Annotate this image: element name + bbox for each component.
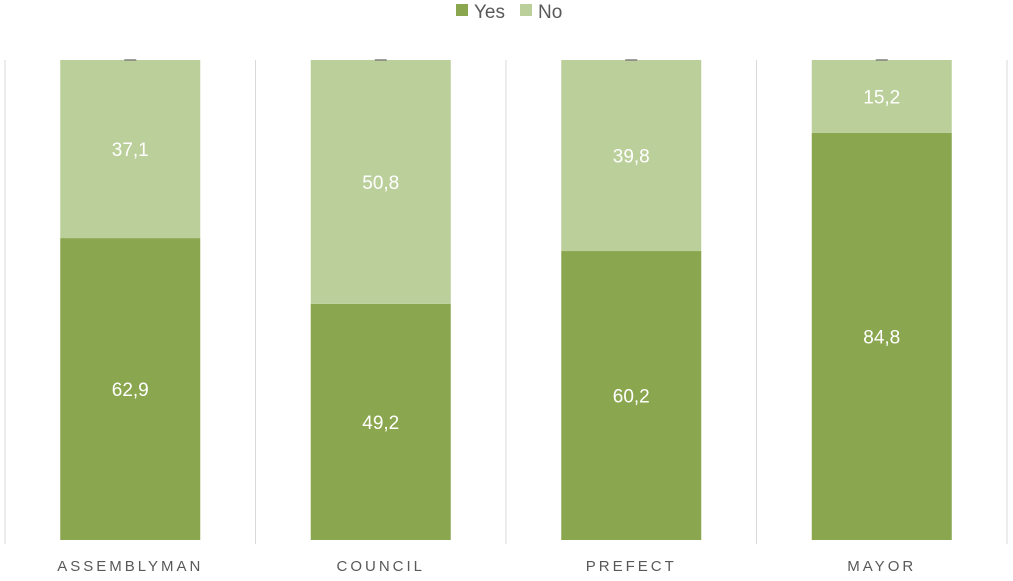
legend-label-yes: Yes (474, 2, 505, 23)
data-label-mayor-yes: 84,8 (863, 327, 900, 348)
legend-label-no: No (538, 2, 562, 23)
bar-assemblyman-yes (60, 238, 201, 540)
data-label-council-yes: 49,2 (362, 413, 399, 434)
bar-council-no (310, 60, 451, 304)
bar-assemblyman-no (60, 60, 201, 239)
legend-swatch-yes (456, 4, 468, 16)
bar-mayor-yes (811, 132, 952, 540)
data-label-prefect-yes: 60,2 (613, 387, 650, 408)
x-tick-label-mayor: MAYOR (847, 558, 916, 575)
x-tick-label-council: COUNCIL (336, 558, 425, 575)
data-label-assemblyman-yes: 62,9 (112, 380, 149, 401)
data-label-prefect-no: 39,8 (613, 147, 650, 168)
bar-mayor-no (811, 60, 952, 133)
x-tick-label-prefect: PREFECT (586, 558, 677, 575)
legend-swatch-no (520, 4, 532, 16)
data-label-assemblyman-no: 37,1 (112, 140, 149, 161)
bar-prefect-yes (561, 251, 702, 541)
bar-prefect-no (561, 60, 702, 252)
bar-council-yes (310, 303, 451, 540)
legend: Yes No (456, 2, 562, 23)
x-tick-label-assemblyman: ASSEMBLYMAN (57, 558, 203, 575)
bars: 62,9 37,1 49,2 50,8 60,2 39,8 84,8 15,2 (60, 59, 952, 541)
category-separators (4, 60, 1008, 544)
data-label-council-no: 50,8 (362, 173, 399, 194)
x-axis: ASSEMBLYMAN COUNCIL PREFECT MAYOR (57, 558, 916, 575)
data-label-mayor-no: 15,2 (863, 87, 900, 108)
